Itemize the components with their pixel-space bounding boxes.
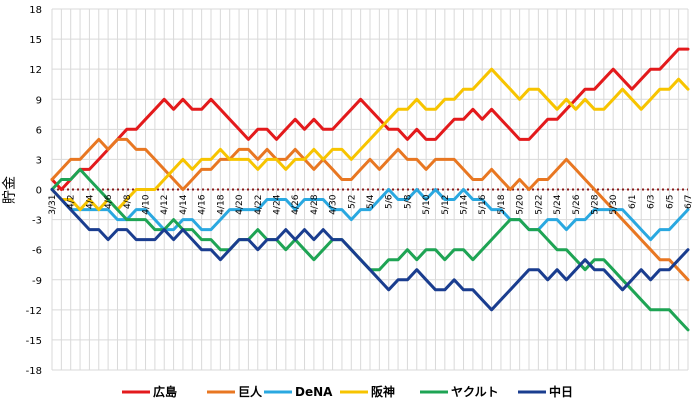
y-tick-label: 18 [29, 5, 42, 16]
y-axis-label: 貯金 [2, 176, 18, 204]
x-tick-label: 4/12 [160, 195, 170, 215]
x-tick-label: 5/20 [516, 194, 526, 214]
y-tick-label: 3 [36, 155, 42, 166]
x-tick-label: 4/16 [198, 194, 208, 214]
x-tick-label: 6/7 [684, 195, 694, 209]
x-tick-label: 5/8 [403, 194, 413, 209]
y-tick-label: -12 [26, 306, 42, 317]
y-tick-label: 12 [29, 65, 42, 76]
y-tick-label: 15 [29, 35, 42, 46]
x-tick-label: 6/5 [665, 195, 675, 209]
legend-label: ヤクルト [451, 385, 499, 399]
y-tick-label: -18 [26, 366, 42, 377]
y-axis-ticks: 18 15 12 9 6 3 0 -3 -6 -9 -12 -15 -18 [26, 5, 42, 377]
x-tick-label: 3/31 [48, 195, 58, 215]
x-tick-label: 6/3 [647, 195, 657, 209]
series-line-5 [50, 188, 690, 312]
x-tick-label: 4/2 [67, 195, 77, 209]
x-tick-label: 4/4 [85, 194, 95, 209]
x-tick-label: 5/28 [591, 194, 601, 214]
series-lines [50, 47, 690, 332]
x-axis-ticks: 3/31 4/2 4/4 4/6 4/8 4/10 4/12 4/14 4/16 4/18 4/20… [48, 194, 694, 214]
x-tick-label: 5/14 [460, 194, 470, 214]
x-tick-label: 4/24 [273, 194, 283, 214]
series-line-1 [50, 137, 690, 282]
y-tick-label: 6 [36, 125, 42, 136]
x-tick-label: 5/22 [534, 195, 544, 215]
x-tick-label: 4/22 [254, 195, 264, 215]
x-tick-label: 5/26 [572, 194, 582, 214]
legend-label: 巨人 [238, 384, 263, 399]
x-tick-label: 4/18 [216, 194, 226, 214]
x-tick-label: 6/1 [628, 195, 638, 209]
x-tick-label: 5/10 [422, 194, 432, 214]
x-tick-label: 5/30 [609, 194, 619, 214]
y-tick-label: 9 [36, 95, 42, 106]
y-tick-label: -6 [32, 246, 42, 257]
y-tick-label: -3 [32, 216, 42, 227]
legend: 広島 巨人 DeNA 阪神 ヤクルト 中日 [122, 384, 573, 399]
x-tick-label: 5/16 [478, 194, 488, 214]
y-tick-label: -9 [32, 276, 42, 287]
x-tick-label: 5/24 [553, 194, 563, 214]
x-tick-label: 4/14 [179, 194, 189, 214]
series-line-0 [50, 47, 690, 191]
x-tick-label: 5/18 [497, 194, 507, 214]
series-line-2 [50, 188, 690, 242]
x-tick-label: 4/20 [235, 194, 245, 214]
x-tick-label: 5/6 [385, 194, 395, 209]
x-tick-label: 5/12 [441, 195, 451, 215]
x-tick-label: 4/30 [329, 194, 339, 214]
x-tick-label: 4/8 [123, 194, 133, 209]
legend-label: 阪神 [371, 384, 395, 399]
legend-label: 広島 [153, 384, 177, 399]
y-tick-label: -15 [26, 336, 42, 347]
x-tick-label: 5/4 [366, 194, 376, 209]
y-tick-label: 0 [36, 186, 42, 197]
x-tick-label: 4/28 [310, 194, 320, 214]
x-tick-label: 4/10 [142, 194, 152, 214]
x-tick-label: 4/6 [104, 194, 114, 209]
x-tick-label: 5/2 [347, 195, 357, 209]
series-line-3 [50, 67, 690, 212]
legend-label: 中日 [549, 384, 573, 399]
x-tick-label: 4/26 [291, 194, 301, 214]
legend-label: DeNA [295, 385, 333, 399]
